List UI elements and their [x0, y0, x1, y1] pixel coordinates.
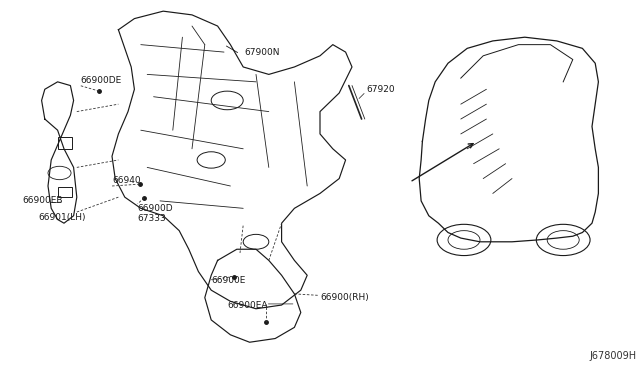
Text: 66900(RH): 66900(RH) [320, 293, 369, 302]
Bar [58, 187, 72, 197]
Text: 66900D: 66900D [138, 204, 173, 213]
Text: 67920: 67920 [366, 85, 395, 94]
Text: 66900E: 66900E [211, 276, 246, 285]
Text: 66901(LH): 66901(LH) [38, 213, 86, 222]
Text: 66940: 66940 [112, 176, 141, 185]
Text: 66900EA: 66900EA [227, 301, 268, 310]
Bar [58, 137, 72, 149]
Text: 67900N: 67900N [244, 48, 280, 57]
Text: 67333: 67333 [138, 214, 166, 223]
Text: J678009H: J678009H [589, 351, 637, 361]
Text: 66900EB: 66900EB [22, 196, 63, 205]
Text: 66900DE: 66900DE [80, 76, 121, 85]
